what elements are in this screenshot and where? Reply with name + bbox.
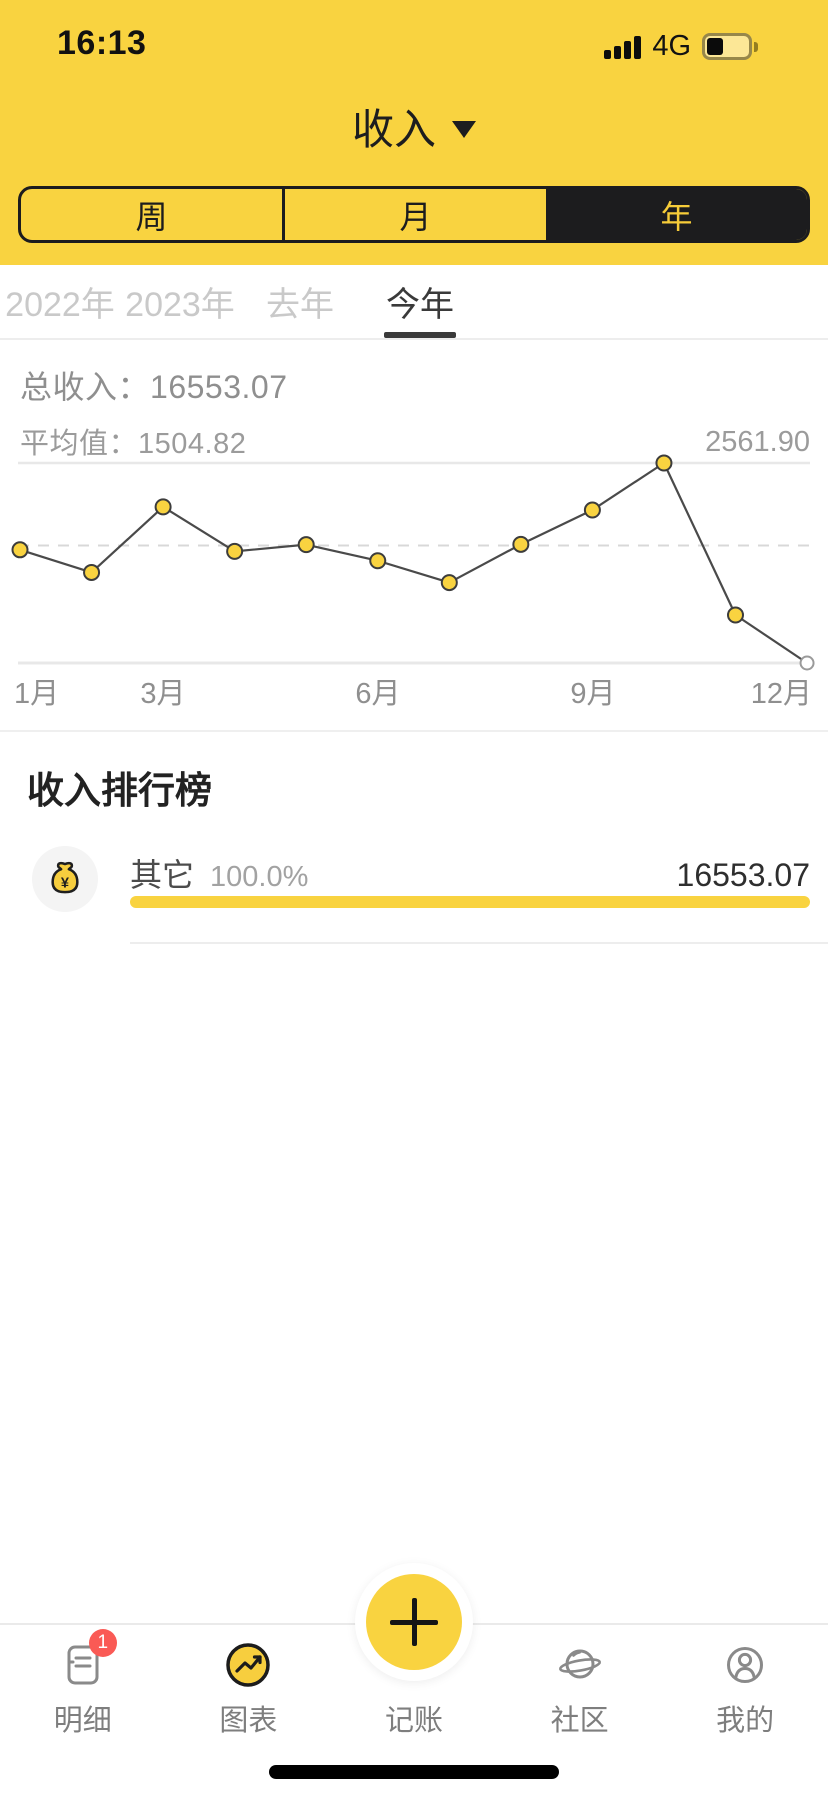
tab-this-year-label: 今年 [386, 286, 454, 324]
segment-month[interactable]: 月 [282, 189, 546, 240]
tab-charts[interactable]: 图表 [166, 1625, 332, 1794]
tab-last-year[interactable]: 去年 [266, 286, 334, 324]
header: 16:13 4G 收入 周 月 年 [0, 0, 828, 265]
segment-week[interactable]: 周 [135, 198, 168, 235]
battery-fill [707, 38, 723, 55]
tab-mine[interactable]: 我的 [662, 1625, 828, 1794]
row-divider [130, 942, 828, 944]
x-label-sep: 9月 [570, 678, 616, 710]
page-title: 收入 [351, 105, 436, 153]
category-percent: 100.0% [210, 861, 309, 893]
ranking-row-other[interactable]: ¥ 其它 100.0% 16553.07 [0, 840, 828, 950]
category-progress-fill [130, 896, 810, 908]
cellular-signal-icon [604, 35, 642, 59]
category-name: 其它 [130, 857, 195, 893]
tab-details-label: 明细 [53, 1705, 112, 1737]
tab-details[interactable]: 1 明细 [0, 1625, 166, 1794]
summary-stats: 总收入：16553.07 平均值：1504.82 [20, 362, 287, 462]
max-value-label: 2561.90 [705, 426, 810, 458]
network-type-label: 4G [652, 30, 691, 62]
tab-this-year[interactable]: 今年 [360, 265, 480, 338]
year-tab-bar: 2022年 2023年 去年 今年 [0, 265, 828, 340]
tab-charts-label: 图表 [219, 1705, 278, 1737]
section-divider [0, 730, 828, 732]
category-progress-track [130, 896, 810, 908]
income-line-chart[interactable]: 2561.90 1月 3月 6月 9月 12月 [0, 420, 828, 732]
add-record-button[interactable] [366, 1574, 462, 1670]
average-label: 平均值： [20, 428, 139, 460]
tab-community-label: 社区 [550, 1705, 609, 1737]
tab-mine-label: 我的 [716, 1705, 775, 1737]
status-right-cluster: 4G [604, 30, 758, 63]
x-label-jan: 1月 [14, 678, 60, 710]
line-chart-canvas [11, 454, 815, 671]
planet-icon [558, 1649, 601, 1679]
average-value: 1504.82 [138, 428, 247, 460]
tab-record-label: 记账 [384, 1705, 443, 1737]
notification-badge: 1 [88, 1629, 117, 1657]
tab-record[interactable]: 记账 [331, 1625, 497, 1794]
category-dropdown[interactable]: 收入 [0, 96, 828, 156]
home-indicator[interactable] [269, 1765, 559, 1779]
plus-icon-vertical [411, 1598, 417, 1646]
x-label-mar: 3月 [140, 678, 186, 710]
tab-2023[interactable]: 2023年 [125, 286, 235, 324]
tab-community[interactable]: 社区 [497, 1625, 663, 1794]
battery-icon [702, 33, 758, 60]
money-bag-icon: ¥ [51, 861, 79, 894]
ranking-section-title: 收入排行榜 [27, 770, 212, 811]
total-income-value: 16553.07 [150, 369, 288, 405]
svg-text:¥: ¥ [61, 875, 70, 891]
segment-year[interactable]: 年 [546, 189, 807, 240]
period-segmented-control: 周 月 年 [18, 186, 810, 243]
x-label-dec: 12月 [750, 678, 812, 710]
profile-icon [727, 1647, 764, 1683]
total-income-label: 总收入： [20, 369, 151, 405]
x-axis-labels: 1月 3月 6月 9月 12月 [0, 670, 828, 710]
status-bar: 16:13 4G [0, 0, 828, 70]
category-amount: 16553.07 [676, 857, 810, 893]
active-tab-underline [384, 332, 456, 338]
total-income-stat: 总收入：16553.07 [20, 362, 287, 408]
category-badge: ¥ [32, 846, 98, 912]
ranking-row-text: 其它 100.0% 16553.07 [130, 850, 810, 896]
average-stat: 平均值：1504.82 [20, 420, 287, 462]
status-time: 16:13 [57, 24, 147, 62]
tab-2022[interactable]: 2022年 [5, 286, 115, 324]
trend-chart-icon [226, 1643, 271, 1687]
list-document-icon [67, 1645, 99, 1685]
x-label-jun: 6月 [355, 678, 401, 710]
triangle-down-icon [452, 120, 476, 138]
